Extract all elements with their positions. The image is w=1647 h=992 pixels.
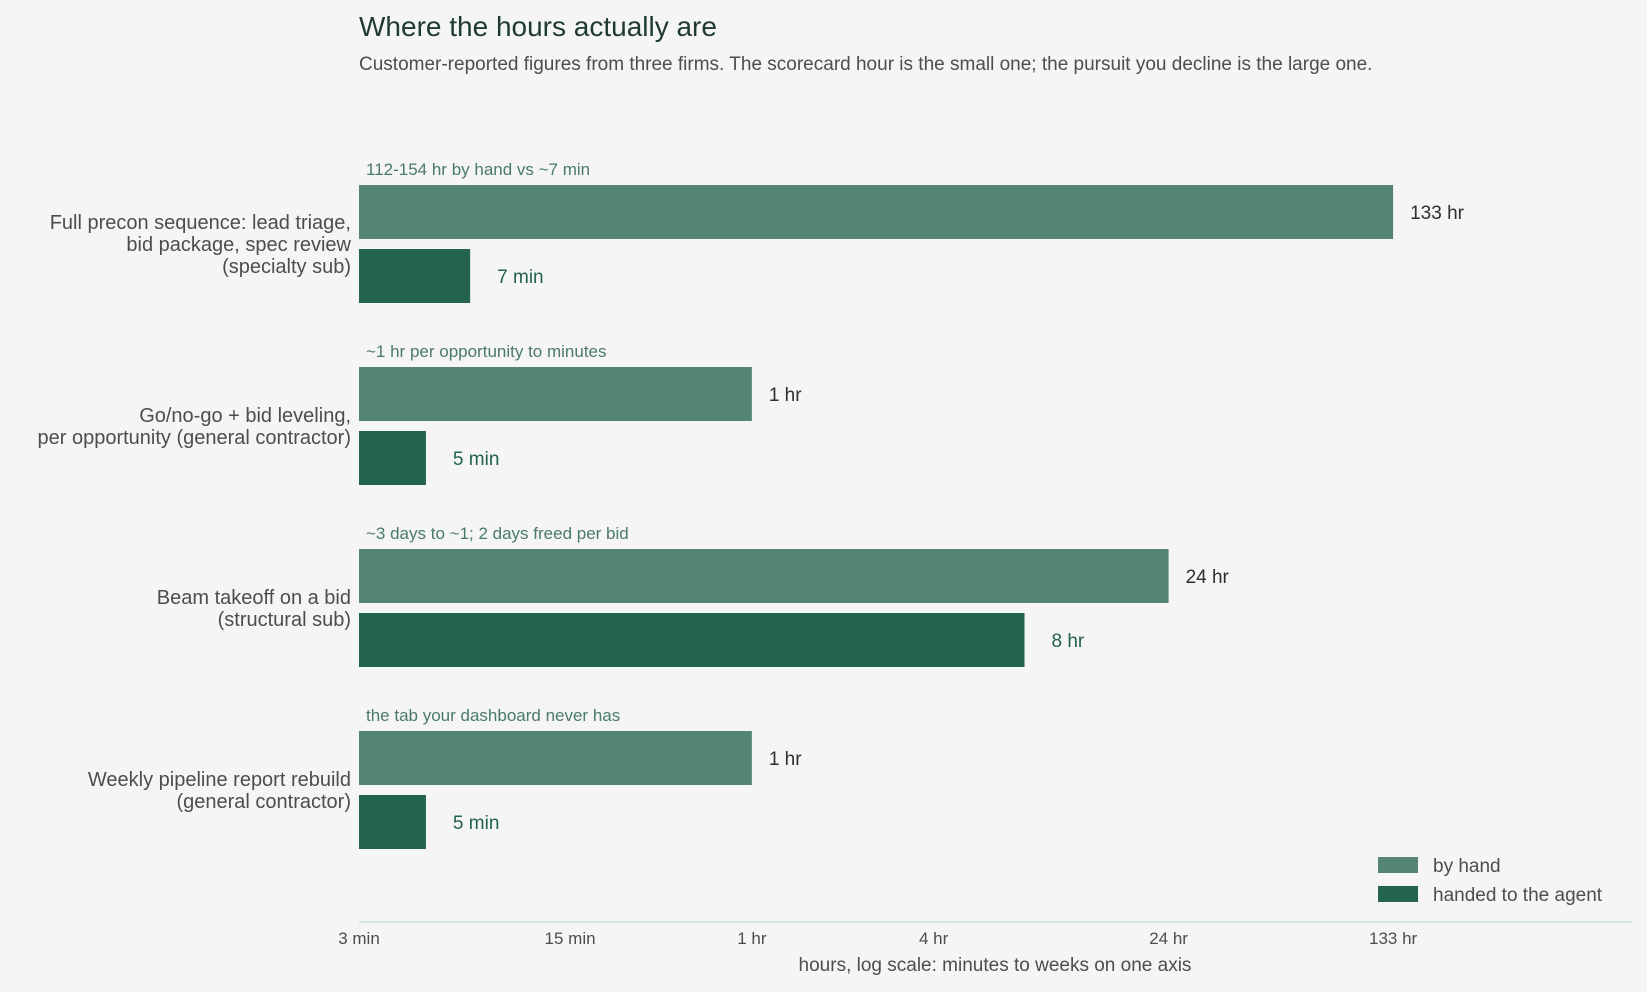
- x-axis-ticks: 3 min 15 min 1 hr 4 hr 24 hr 133 hr: [338, 929, 1417, 948]
- legend: by hand handed to the agent: [1378, 856, 1603, 906]
- category-label: bid package, spec review: [126, 234, 351, 256]
- bar-value-label: 133 hr: [1410, 203, 1465, 224]
- category-label: (structural sub): [218, 609, 351, 631]
- category-group: the tab your dashboard never has 1 hr 5 mi…: [88, 706, 802, 849]
- bar-by-hand: [359, 549, 1169, 603]
- category-annotation: ~3 days to ~1; 2 days freed per bid: [366, 524, 629, 543]
- bar-value-label: 5 min: [453, 449, 499, 470]
- legend-label: by hand: [1433, 856, 1501, 877]
- x-tick-label: 24 hr: [1149, 929, 1188, 948]
- category-group: ~3 days to ~1; 2 days freed per bid 24 hr…: [157, 524, 1230, 667]
- category-label: Beam takeoff on a bid: [157, 587, 351, 609]
- category-annotation: 112-154 hr by hand vs ~7 min: [366, 160, 590, 179]
- chart-subtitle: Customer-reported figures from three fir…: [359, 54, 1372, 75]
- x-tick-label: 15 min: [545, 929, 596, 948]
- bars-layer: 112-154 hr by hand vs ~7 min 133 hr 7 min F…: [38, 160, 1465, 849]
- category-label: Full precon sequence: lead triage,: [50, 212, 351, 234]
- bar-value-label: 24 hr: [1186, 567, 1230, 588]
- x-axis-label: hours, log scale: minutes to weeks on on…: [799, 955, 1192, 976]
- legend-swatch: [1378, 857, 1418, 873]
- bar-value-label: 8 hr: [1052, 631, 1085, 652]
- category-label: (general contractor): [176, 791, 351, 813]
- chart-title: Where the hours actually are: [359, 11, 717, 42]
- bar-by-hand: [359, 367, 752, 421]
- bar-agent: [359, 795, 426, 849]
- legend-label: handed to the agent: [1433, 885, 1603, 906]
- bar-agent: [359, 613, 1025, 667]
- category-label: (specialty sub): [222, 256, 351, 278]
- x-tick-label: 1 hr: [737, 929, 767, 948]
- bar-value-label: 1 hr: [769, 385, 802, 406]
- category-group: 112-154 hr by hand vs ~7 min 133 hr 7 min F…: [50, 160, 1465, 303]
- bar-value-label: 7 min: [497, 267, 543, 288]
- bar-agent: [359, 249, 471, 303]
- category-label: per opportunity (general contractor): [38, 427, 352, 449]
- category-group: ~1 hr per opportunity to minutes 1 hr 5 mi…: [38, 342, 802, 485]
- x-tick-label: 3 min: [338, 929, 380, 948]
- category-annotation: the tab your dashboard never has: [366, 706, 620, 725]
- bar-by-hand: [359, 731, 752, 785]
- x-tick-label: 4 hr: [919, 929, 949, 948]
- legend-swatch: [1378, 886, 1418, 902]
- category-label: Go/no-go + bid leveling,: [139, 405, 351, 427]
- category-annotation: ~1 hr per opportunity to minutes: [366, 342, 607, 361]
- bar-agent: [359, 431, 426, 485]
- category-label: Weekly pipeline report rebuild: [88, 769, 351, 791]
- bar-value-label: 1 hr: [769, 749, 802, 770]
- bar-value-label: 5 min: [453, 813, 499, 834]
- x-tick-label: 133 hr: [1369, 929, 1418, 948]
- bar-by-hand: [359, 185, 1394, 239]
